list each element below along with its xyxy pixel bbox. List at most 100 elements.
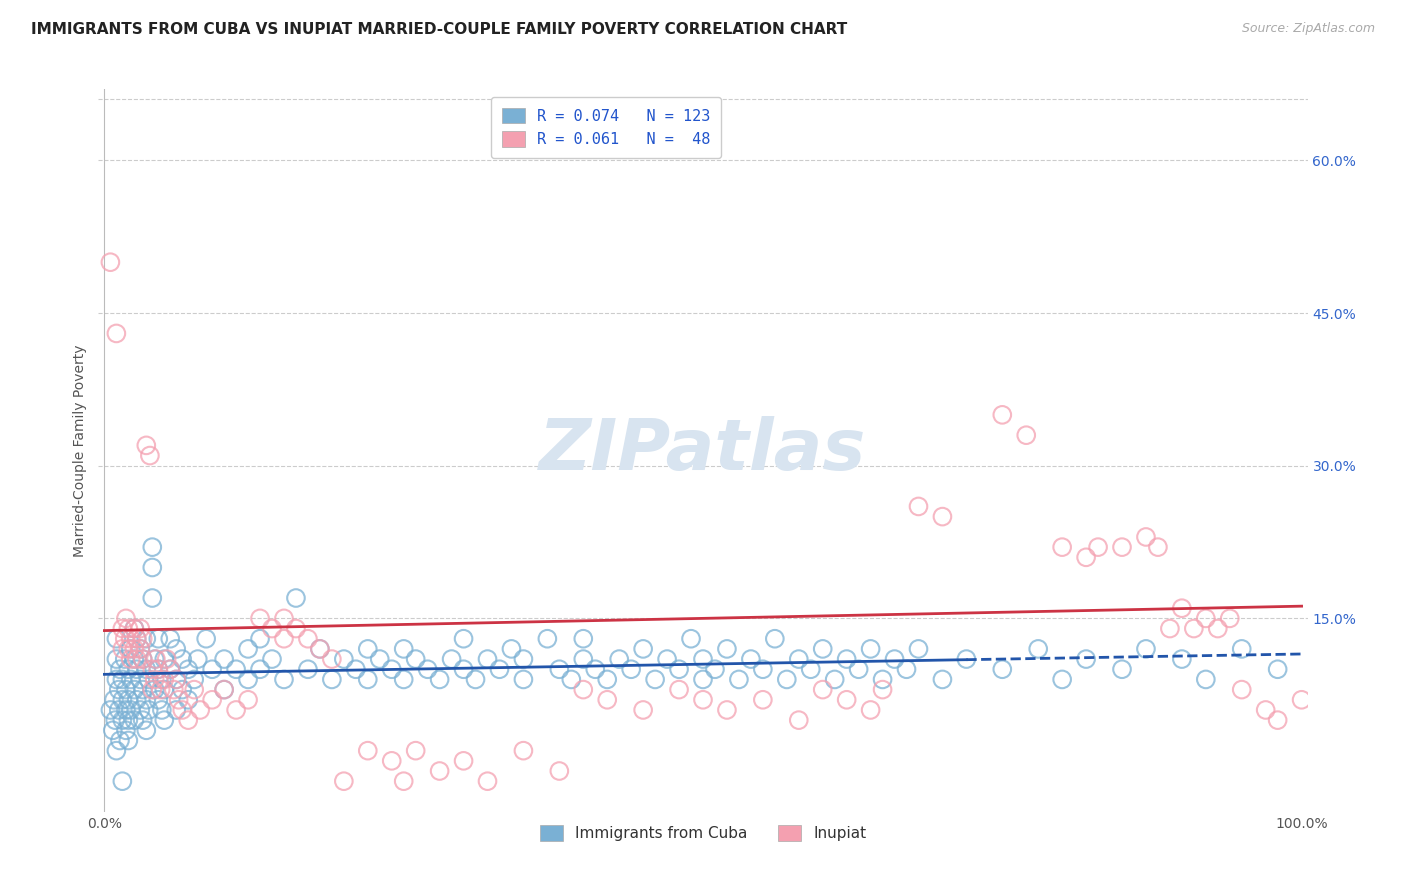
Point [752, 662, 775, 676]
Point [931, 509, 953, 524]
Point [907, 641, 929, 656]
Point [297, 632, 319, 646]
Point [284, 591, 307, 605]
Point [1182, 622, 1205, 636]
Point [1135, 641, 1157, 656]
Point [1254, 703, 1277, 717]
Point [132, 652, 155, 666]
Point [187, 652, 209, 666]
Point [201, 662, 224, 676]
Point [692, 673, 714, 687]
Point [405, 744, 427, 758]
Point [572, 652, 595, 666]
Point [1135, 530, 1157, 544]
Point [148, 632, 170, 646]
Point [273, 673, 295, 687]
Point [429, 673, 451, 687]
Point [124, 622, 146, 636]
Point [100, 255, 122, 269]
Point [163, 682, 186, 697]
Point [1111, 540, 1133, 554]
Point [763, 632, 786, 646]
Point [167, 693, 190, 707]
Point [716, 641, 738, 656]
Point [955, 652, 977, 666]
Point [125, 662, 148, 676]
Point [572, 632, 595, 646]
Point [631, 641, 654, 656]
Point [132, 632, 155, 646]
Point [108, 662, 131, 676]
Point [464, 673, 486, 687]
Point [321, 652, 343, 666]
Point [111, 641, 134, 656]
Point [931, 673, 953, 687]
Point [132, 682, 155, 697]
Point [321, 673, 343, 687]
Point [104, 713, 127, 727]
Point [501, 641, 523, 656]
Point [150, 703, 173, 717]
Point [1267, 713, 1289, 727]
Point [453, 662, 475, 676]
Point [107, 682, 129, 697]
Point [124, 641, 146, 656]
Point [1219, 611, 1241, 625]
Point [124, 622, 146, 636]
Point [141, 682, 163, 697]
Point [416, 662, 439, 676]
Point [141, 591, 163, 605]
Point [848, 662, 870, 676]
Point [309, 641, 332, 656]
Point [704, 662, 727, 676]
Point [105, 744, 128, 758]
Point [120, 632, 142, 646]
Point [132, 713, 155, 727]
Point [512, 673, 534, 687]
Point [124, 682, 146, 697]
Point [548, 662, 571, 676]
Point [225, 662, 247, 676]
Point [859, 703, 882, 717]
Point [620, 662, 643, 676]
Point [536, 632, 558, 646]
Point [120, 703, 142, 717]
Point [859, 641, 882, 656]
Point [1050, 673, 1073, 687]
Point [135, 438, 157, 452]
Point [1171, 601, 1194, 615]
Point [135, 693, 157, 707]
Point [195, 632, 218, 646]
Point [477, 774, 499, 789]
Point [101, 723, 124, 738]
Point [607, 652, 630, 666]
Point [148, 662, 170, 676]
Point [1230, 682, 1253, 697]
Point [141, 540, 163, 554]
Point [212, 682, 235, 697]
Point [103, 693, 125, 707]
Point [991, 408, 1014, 422]
Point [159, 662, 181, 676]
Point [883, 652, 905, 666]
Point [1195, 611, 1218, 625]
Point [824, 673, 846, 687]
Point [129, 641, 152, 656]
Point [477, 652, 499, 666]
Point [381, 662, 404, 676]
Point [1230, 641, 1253, 656]
Point [572, 682, 595, 697]
Point [212, 682, 235, 697]
Point [153, 673, 176, 687]
Point [105, 326, 128, 341]
Point [596, 693, 619, 707]
Point [135, 723, 157, 738]
Point [655, 652, 678, 666]
Point [149, 682, 172, 697]
Point [273, 611, 295, 625]
Point [787, 713, 810, 727]
Point [512, 652, 534, 666]
Point [145, 652, 167, 666]
Point [117, 693, 139, 707]
Point [132, 652, 155, 666]
